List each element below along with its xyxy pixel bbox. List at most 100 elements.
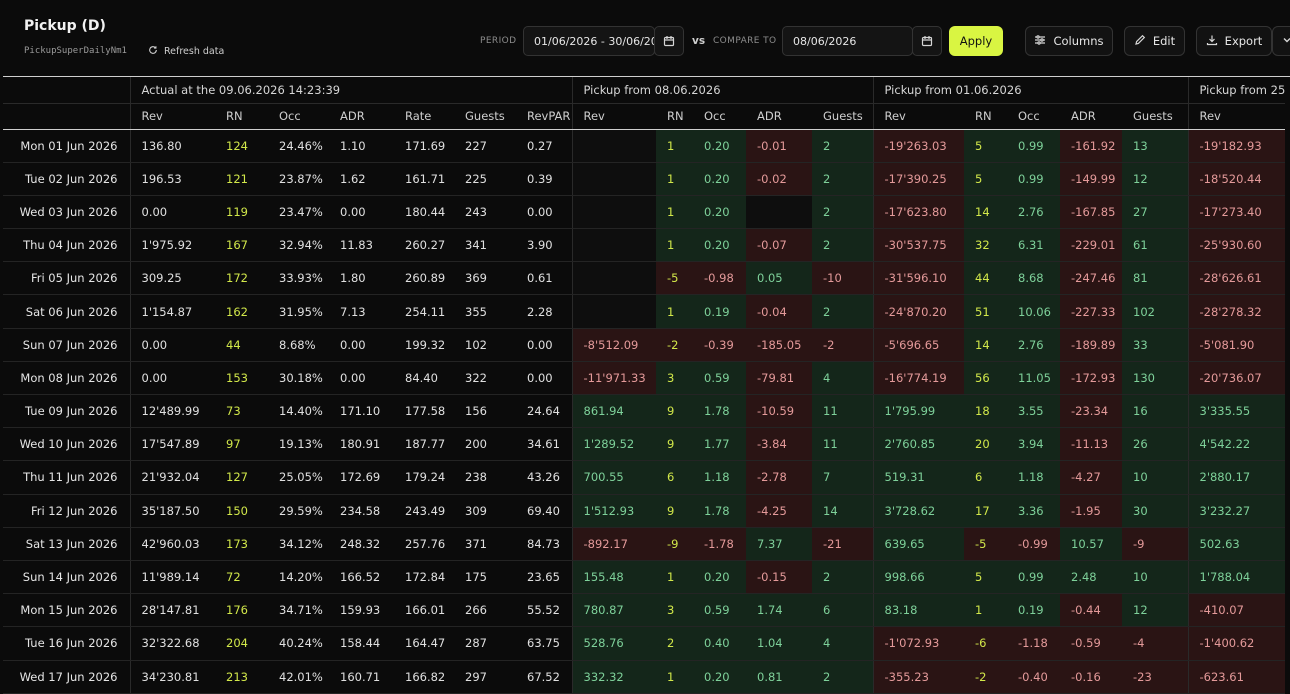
actual-cell: 28'147.81 bbox=[129, 593, 215, 628]
actual-cell: 309.25 bbox=[129, 261, 215, 296]
column-header[interactable]: Occ bbox=[268, 103, 329, 130]
pickup-cell bbox=[571, 228, 656, 263]
pickup-cell: -185.05 bbox=[746, 328, 812, 362]
column-header[interactable]: Rate bbox=[394, 103, 454, 130]
column-header[interactable]: Rev bbox=[129, 103, 215, 130]
row-date: Sun 14 Jun 2026 bbox=[3, 560, 131, 595]
column-header[interactable]: Guests bbox=[454, 103, 516, 130]
period-input[interactable]: 01/06/2026 - 30/06/2026 bbox=[523, 26, 655, 56]
pickup-cell: 9 bbox=[656, 394, 693, 429]
column-header[interactable]: Guests bbox=[1122, 103, 1188, 130]
pickup-cell: 1'795.99 bbox=[872, 394, 964, 429]
pickup-cell: -3.84 bbox=[746, 427, 812, 462]
pickup-cell: -189.89 bbox=[1060, 328, 1122, 362]
actual-cell: 175 bbox=[454, 560, 516, 595]
actual-cell: 177.58 bbox=[394, 394, 454, 429]
column-header[interactable]: Occ bbox=[1007, 103, 1060, 130]
column-header[interactable]: RevPAR bbox=[516, 103, 572, 130]
actual-cell: 40.24% bbox=[268, 626, 329, 661]
column-header[interactable]: Occ bbox=[693, 103, 746, 130]
actual-cell: 23.87% bbox=[268, 162, 329, 196]
actual-cell: 19.13% bbox=[268, 427, 329, 462]
actual-cell: 0.00 bbox=[516, 361, 572, 396]
pickup-table: Actual at the 09.06.2026 14:23:39 Pickup… bbox=[3, 77, 1286, 694]
pickup-cell: 1'512.93 bbox=[571, 494, 656, 528]
apply-button[interactable]: Apply bbox=[949, 26, 1003, 56]
column-header[interactable]: Guests bbox=[812, 103, 873, 130]
sliders-icon bbox=[1034, 34, 1046, 49]
pickup-cell: 2 bbox=[812, 228, 873, 263]
refresh-data-button[interactable]: Refresh data bbox=[148, 45, 224, 58]
column-header[interactable]: ADR bbox=[329, 103, 394, 130]
actual-cell: 162 bbox=[215, 294, 268, 329]
actual-cell: 172.69 bbox=[329, 460, 394, 495]
column-header[interactable]: ADR bbox=[1060, 103, 1122, 130]
pickup-cell: -11'971.33 bbox=[571, 361, 656, 396]
export-label: Export bbox=[1224, 34, 1263, 48]
pickup-cell: -2 bbox=[656, 328, 693, 362]
pickup-cell: 528.76 bbox=[571, 626, 656, 661]
actual-cell: 369 bbox=[454, 261, 516, 296]
actual-cell: 180.44 bbox=[394, 195, 454, 230]
pickup-cell: 1 bbox=[656, 129, 693, 163]
actual-cell: 150 bbox=[215, 494, 268, 528]
pickup-cell: 2 bbox=[812, 294, 873, 329]
pickup-cell: 1.18 bbox=[693, 460, 746, 495]
pickup-cell: 8.68 bbox=[1007, 261, 1060, 296]
actual-cell: 3.90 bbox=[516, 228, 572, 263]
pickup-cell: 6.31 bbox=[1007, 228, 1060, 263]
column-header[interactable]: RN bbox=[964, 103, 1007, 130]
pickup-cell: 0.20 bbox=[693, 560, 746, 595]
column-header[interactable]: Rev bbox=[571, 103, 656, 130]
pickup-cell: 780.87 bbox=[571, 593, 656, 628]
table-row: Mon 01 Jun 2026 136.80 124 24.46% 1.10 171.69… bbox=[3, 129, 1286, 163]
pickup-cell: 14 bbox=[812, 494, 873, 528]
pickup-cell: 51 bbox=[964, 294, 1007, 329]
row-date: Thu 04 Jun 2026 bbox=[3, 228, 131, 263]
pickup-cell: -11.13 bbox=[1060, 427, 1122, 462]
columns-label: Columns bbox=[1053, 34, 1104, 48]
table-row: Sun 07 Jun 2026 0.00 44 8.68% 0.00 199.32 102 0… bbox=[3, 328, 1286, 362]
actual-cell: 23.47% bbox=[268, 195, 329, 230]
actual-cell: 187.77 bbox=[394, 427, 454, 462]
compare-calendar-button[interactable] bbox=[912, 26, 942, 56]
column-header[interactable]: RN bbox=[656, 103, 693, 130]
actual-cell: 164.47 bbox=[394, 626, 454, 661]
period-calendar-button[interactable] bbox=[654, 26, 684, 56]
actual-cell: 23.65 bbox=[516, 560, 572, 595]
row-date: Wed 03 Jun 2026 bbox=[3, 195, 131, 230]
pickup-cell bbox=[571, 261, 656, 296]
pickup-cell: 700.55 bbox=[571, 460, 656, 495]
pickup-cell: 0.05 bbox=[746, 261, 812, 296]
page-title: Pickup (D) bbox=[24, 18, 106, 34]
actual-cell: 0.00 bbox=[129, 328, 215, 362]
pickup-cell: -0.01 bbox=[746, 129, 812, 163]
pickup-cell: -28'278.32 bbox=[1187, 294, 1286, 329]
pickup-cell: 0.99 bbox=[1007, 560, 1060, 595]
pickup-cell: 0.40 bbox=[693, 626, 746, 661]
pickup-cell: 17 bbox=[964, 494, 1007, 528]
calendar-icon bbox=[921, 32, 933, 51]
export-menu-button[interactable] bbox=[1272, 26, 1290, 56]
pickup-cell: 639.65 bbox=[872, 527, 964, 561]
pickup-cell: -247.46 bbox=[1060, 261, 1122, 296]
pickup-cell: -161.92 bbox=[1060, 129, 1122, 163]
pickup-cell: 2 bbox=[656, 626, 693, 661]
row-date: Sat 13 Jun 2026 bbox=[3, 527, 131, 561]
columns-button[interactable]: Columns bbox=[1025, 26, 1113, 56]
row-date: Tue 02 Jun 2026 bbox=[3, 162, 131, 196]
pickup-cell: 0.20 bbox=[693, 195, 746, 230]
actual-cell: 204 bbox=[215, 626, 268, 661]
actual-cell: 42'960.03 bbox=[129, 527, 215, 561]
column-header[interactable]: Rev bbox=[1187, 103, 1286, 130]
edit-button[interactable]: Edit bbox=[1124, 26, 1185, 56]
column-header[interactable]: ADR bbox=[746, 103, 812, 130]
export-button[interactable]: Export bbox=[1196, 26, 1272, 56]
compare-date-input[interactable]: 08/06/2026 bbox=[782, 26, 913, 56]
row-date: Mon 01 Jun 2026 bbox=[3, 129, 131, 163]
column-header[interactable]: Rev bbox=[872, 103, 964, 130]
pickup-cell: -10 bbox=[812, 261, 873, 296]
refresh-label: Refresh data bbox=[164, 46, 225, 57]
pickup-cell: -623.61 bbox=[1187, 660, 1286, 694]
column-header[interactable]: RN bbox=[215, 103, 268, 130]
